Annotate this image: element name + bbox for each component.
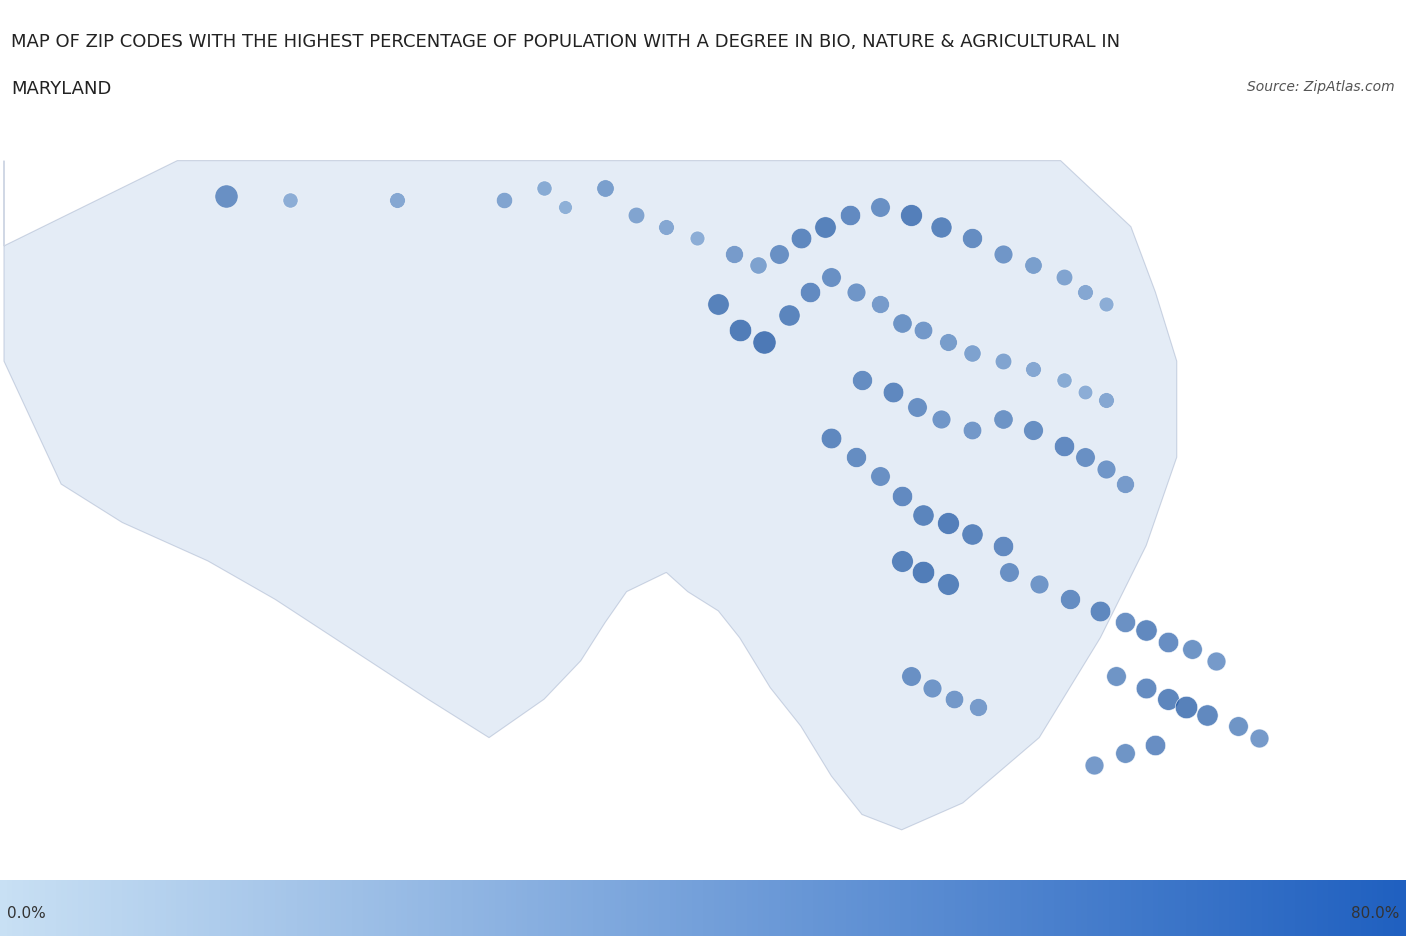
Text: 0.0%: 0.0% xyxy=(7,905,46,920)
Point xyxy=(747,258,769,273)
Point xyxy=(931,220,953,235)
Point xyxy=(1083,757,1105,772)
Point xyxy=(799,285,821,300)
Point xyxy=(869,297,891,312)
Point xyxy=(967,700,990,715)
Point xyxy=(1144,738,1167,753)
Point xyxy=(912,508,935,523)
Point xyxy=(1074,450,1097,465)
Point xyxy=(1053,270,1076,285)
Point xyxy=(728,324,751,339)
Point xyxy=(921,680,943,695)
Point xyxy=(707,297,730,312)
Point xyxy=(905,401,928,416)
Point xyxy=(820,431,842,446)
Point xyxy=(814,220,837,235)
Text: 80.0%: 80.0% xyxy=(1351,905,1399,920)
Point xyxy=(912,324,935,339)
Point xyxy=(1022,258,1045,273)
Point xyxy=(991,354,1014,369)
Point xyxy=(1135,680,1157,695)
Point xyxy=(768,247,790,262)
Point xyxy=(960,423,983,438)
Point xyxy=(655,220,678,235)
Point xyxy=(942,692,965,707)
Point xyxy=(778,308,800,323)
Point xyxy=(1114,477,1136,492)
Point xyxy=(960,527,983,542)
Point xyxy=(624,209,647,224)
Point xyxy=(1095,393,1118,408)
Point xyxy=(838,209,860,224)
Point xyxy=(820,270,842,285)
Point xyxy=(900,209,922,224)
Point xyxy=(1156,692,1178,707)
Point xyxy=(686,231,709,246)
Point xyxy=(900,669,922,684)
Point xyxy=(890,554,912,569)
Point xyxy=(845,285,868,300)
Point xyxy=(890,489,912,504)
Text: Source: ZipAtlas.com: Source: ZipAtlas.com xyxy=(1247,80,1395,94)
Point xyxy=(991,538,1014,553)
Point xyxy=(1059,592,1081,607)
Point xyxy=(991,412,1014,427)
Point xyxy=(1181,642,1204,657)
Point xyxy=(387,193,409,208)
Point xyxy=(790,231,813,246)
Point xyxy=(882,385,904,400)
Point xyxy=(1156,635,1178,650)
Point xyxy=(1028,577,1050,592)
Point xyxy=(533,182,555,197)
Point xyxy=(752,335,775,350)
Point xyxy=(1249,730,1271,745)
Point xyxy=(494,193,516,208)
Point xyxy=(936,577,959,592)
Point xyxy=(1197,708,1219,723)
Polygon shape xyxy=(4,161,1177,830)
Point xyxy=(851,373,873,388)
Point xyxy=(1022,423,1045,438)
Point xyxy=(723,247,745,262)
Point xyxy=(1226,719,1249,734)
Point xyxy=(936,335,959,350)
Point xyxy=(1074,385,1097,400)
Text: MAP OF ZIP CODES WITH THE HIGHEST PERCENTAGE OF POPULATION WITH A DEGREE IN BIO,: MAP OF ZIP CODES WITH THE HIGHEST PERCEN… xyxy=(11,33,1121,51)
Point xyxy=(1114,615,1136,630)
Point xyxy=(936,516,959,531)
Point xyxy=(1053,439,1076,454)
Point xyxy=(1205,653,1227,668)
Point xyxy=(869,470,891,485)
Point xyxy=(593,182,616,197)
Point xyxy=(1104,669,1126,684)
Point xyxy=(960,231,983,246)
Point xyxy=(1174,700,1197,715)
Point xyxy=(1074,285,1097,300)
Point xyxy=(1022,362,1045,377)
Point xyxy=(1114,746,1136,761)
Point xyxy=(869,201,891,216)
Point xyxy=(991,247,1014,262)
Point xyxy=(845,450,868,465)
Point xyxy=(1135,623,1157,638)
Point xyxy=(997,565,1019,580)
Point xyxy=(1095,461,1118,476)
Point xyxy=(215,189,238,204)
Text: MARYLAND: MARYLAND xyxy=(11,80,111,97)
Point xyxy=(890,316,912,331)
Point xyxy=(1090,604,1112,619)
Point xyxy=(554,201,576,216)
Point xyxy=(960,346,983,361)
Point xyxy=(1095,297,1118,312)
Point xyxy=(931,412,953,427)
Point xyxy=(1053,373,1076,388)
Point xyxy=(912,565,935,580)
Point xyxy=(280,193,302,208)
